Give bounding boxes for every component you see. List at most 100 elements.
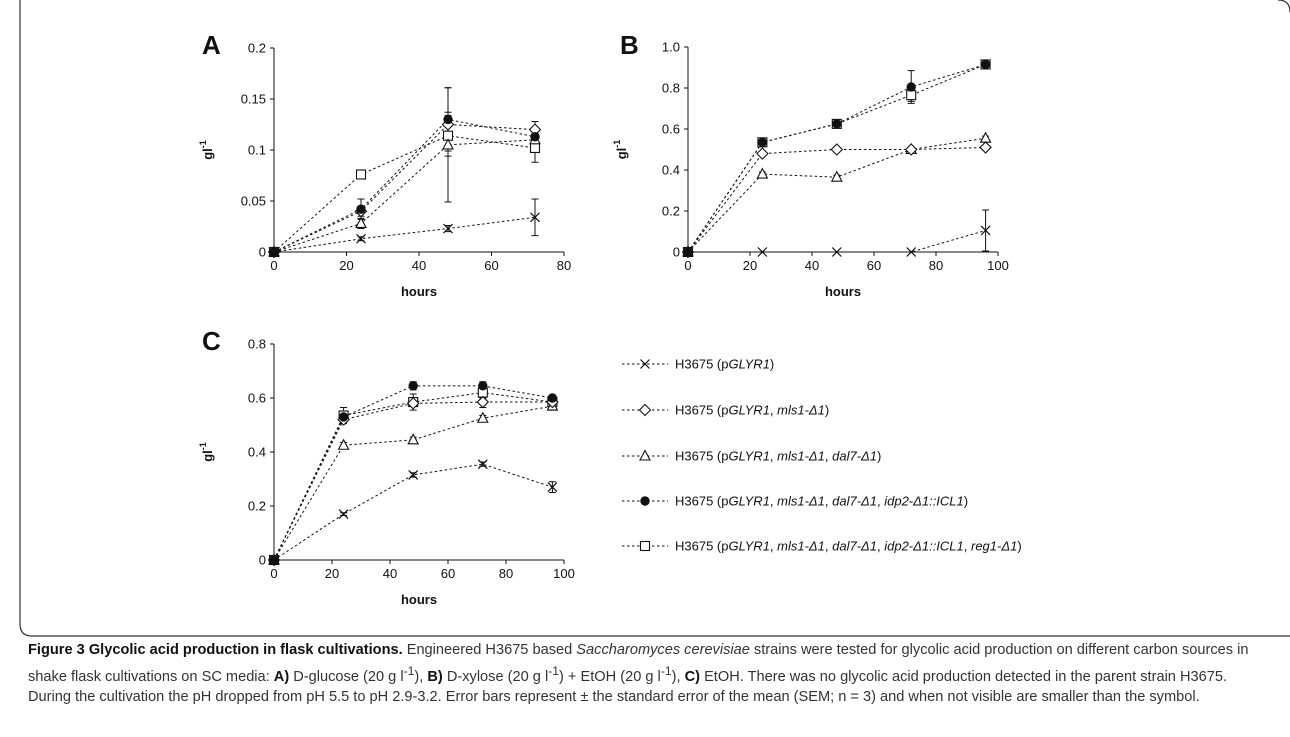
data-point-circle-filled <box>530 132 540 142</box>
data-point-diamond-open <box>476 395 490 409</box>
data-point-diamond-open <box>904 143 918 156</box>
series-line-circle-filled <box>687 63 986 253</box>
caption-c-text: EtOH. There was no glycolic acid product… <box>28 668 1228 705</box>
legend-marker-square-open <box>639 540 651 552</box>
y-tick-label: 0.8 <box>662 81 680 96</box>
x-tick-label: 60 <box>484 258 498 273</box>
data-point-triangle-open <box>407 433 420 445</box>
data-point-x-marker <box>831 247 842 257</box>
data-point-diamond-open <box>830 143 844 156</box>
figure-caption: Figure 3 Glycolic acid production in fla… <box>28 642 1249 705</box>
data-point-circle-filled <box>980 59 991 70</box>
series-line-triangle-open <box>273 405 553 561</box>
data-point-diamond-open <box>406 397 420 410</box>
caption-species: Saccharomyces cerevisiae <box>576 642 750 658</box>
figure-frame-corner <box>1277 0 1290 13</box>
caption-label-c: C) <box>684 668 701 685</box>
data-point-x-marker <box>530 212 540 223</box>
legend-marker-circle-filled <box>640 496 650 506</box>
legend-label: H3675 (pGLYR1, mls1-Δ1, dal7-Δ1) <box>675 449 881 464</box>
x-tick-label: 0 <box>684 258 691 273</box>
data-point-circle-filled <box>443 114 453 125</box>
panel-b: B 0 20 40 60 80 100 0 0.2 0.4 0.6 0.8 1.0 hours gl-1 <box>612 30 1009 299</box>
caption-sup-3: -1 <box>660 663 672 678</box>
x-tick-label: 80 <box>557 258 571 273</box>
data-point-x-marker <box>356 233 366 244</box>
data-point-circle-filled <box>408 381 418 391</box>
series-line-square-open <box>273 135 536 253</box>
x-axis-title: hours <box>401 284 437 299</box>
data-point-x-marker <box>757 247 768 257</box>
series-line-x-marker <box>273 216 536 253</box>
data-point-x-marker <box>338 509 349 520</box>
x-tick-label: 100 <box>987 258 1009 273</box>
y-tick-label: 0.1 <box>248 143 266 158</box>
data-point-triangle-open <box>476 411 489 423</box>
x-tick-label: 20 <box>339 258 353 273</box>
x-tick-label: 20 <box>743 258 757 273</box>
y-axis-title: gl-1 <box>198 140 215 160</box>
x-axis-title: hours <box>825 284 861 299</box>
x-tick-label: 40 <box>383 566 397 581</box>
y-tick-label: 0.6 <box>248 391 266 406</box>
series-line-diamond-open <box>273 123 536 253</box>
data-point-triangle-open <box>442 138 454 150</box>
data-point-x-marker <box>477 459 488 470</box>
x-tick-label: 40 <box>805 258 819 273</box>
chart-panels: A 0 20 40 60 80 0 0.05 0.1 0.15 0.2 hours gl-1 B 0 20 40… <box>198 30 1009 607</box>
caption-sup-2: -1 <box>548 663 560 678</box>
legend-item: H3675 (pGLYR1, mls1-Δ1, dal7-Δ1, idp2-Δ1… <box>622 494 968 509</box>
x-tick-label: 40 <box>412 258 426 273</box>
y-tick-label: 0.2 <box>662 204 680 219</box>
data-point-x-marker <box>683 247 693 257</box>
x-tick-label: 0 <box>270 566 277 581</box>
data-point-circle-filled <box>478 381 488 391</box>
y-tick-label: 0.2 <box>248 499 266 514</box>
data-point-circle-filled <box>338 412 349 422</box>
series-line-circle-filled <box>273 118 536 253</box>
panel-a: A 0 20 40 60 80 0 0.05 0.1 0.15 0.2 hours gl-1 <box>198 30 571 299</box>
data-point-diamond-open <box>756 147 769 160</box>
data-point-x-marker <box>269 555 279 565</box>
panel-letter: A <box>202 30 221 60</box>
legend-marker-diamond-open <box>638 403 652 417</box>
caption-part-2: strains were tested for glycolic acid pr… <box>28 642 1249 685</box>
y-tick-label: 0.8 <box>248 337 266 352</box>
x-tick-label: 100 <box>553 566 575 581</box>
y-tick-label: 1.0 <box>662 40 680 55</box>
data-point-triangle-open <box>830 170 843 182</box>
x-tick-label: 0 <box>270 258 277 273</box>
y-tick-label: 0.2 <box>248 41 266 56</box>
legend-marker-triangle-open <box>639 449 651 461</box>
panel-letter: C <box>202 326 221 356</box>
data-point-circle-filled <box>832 119 842 129</box>
data-point-x-marker <box>547 482 558 493</box>
y-tick-label: 0.4 <box>248 445 266 460</box>
y-tick-label: 0 <box>673 245 680 260</box>
data-point-square-open <box>529 142 541 154</box>
panel-c: C 0 20 40 60 80 100 0 0.2 0.4 0.6 0.8 hours gl-1 <box>198 326 575 607</box>
legend: H3675 (pGLYR1) H3675 (pGLYR1, mls1-Δ1) H36… <box>622 357 1022 554</box>
caption-sup-1: -1 <box>403 663 415 678</box>
y-axis-title: gl-1 <box>198 442 215 462</box>
legend-label: H3675 (pGLYR1, mls1-Δ1, dal7-Δ1, idp2-Δ1… <box>675 494 968 509</box>
caption-title: Figure 3 Glycolic acid production in fla… <box>28 642 403 658</box>
data-point-diamond-open <box>979 141 992 154</box>
y-tick-label: 0.6 <box>662 122 680 137</box>
x-tick-label: 80 <box>499 566 513 581</box>
x-tick-label: 20 <box>325 566 339 581</box>
data-point-square-open <box>906 90 917 101</box>
legend-label: H3675 (pGLYR1, mls1-Δ1) <box>675 403 829 418</box>
caption-label-b: B) <box>427 668 443 685</box>
data-point-x-marker <box>408 470 419 480</box>
series-line-triangle-open <box>273 139 536 253</box>
legend-label: H3675 (pGLYR1) <box>675 357 774 372</box>
data-point-triangle-open <box>979 131 992 143</box>
series-line-diamond-open <box>687 146 986 253</box>
caption-a-text: D-glucose (20 g l <box>289 668 404 685</box>
caption-part-1: Engineered H3675 based <box>402 642 577 658</box>
data-point-triangle-open <box>337 438 350 450</box>
legend-marker-x-marker <box>640 359 650 369</box>
x-tick-label: 60 <box>441 566 455 581</box>
legend-label: H3675 (pGLYR1, mls1-Δ1, dal7-Δ1, idp2-Δ1… <box>675 539 1022 554</box>
